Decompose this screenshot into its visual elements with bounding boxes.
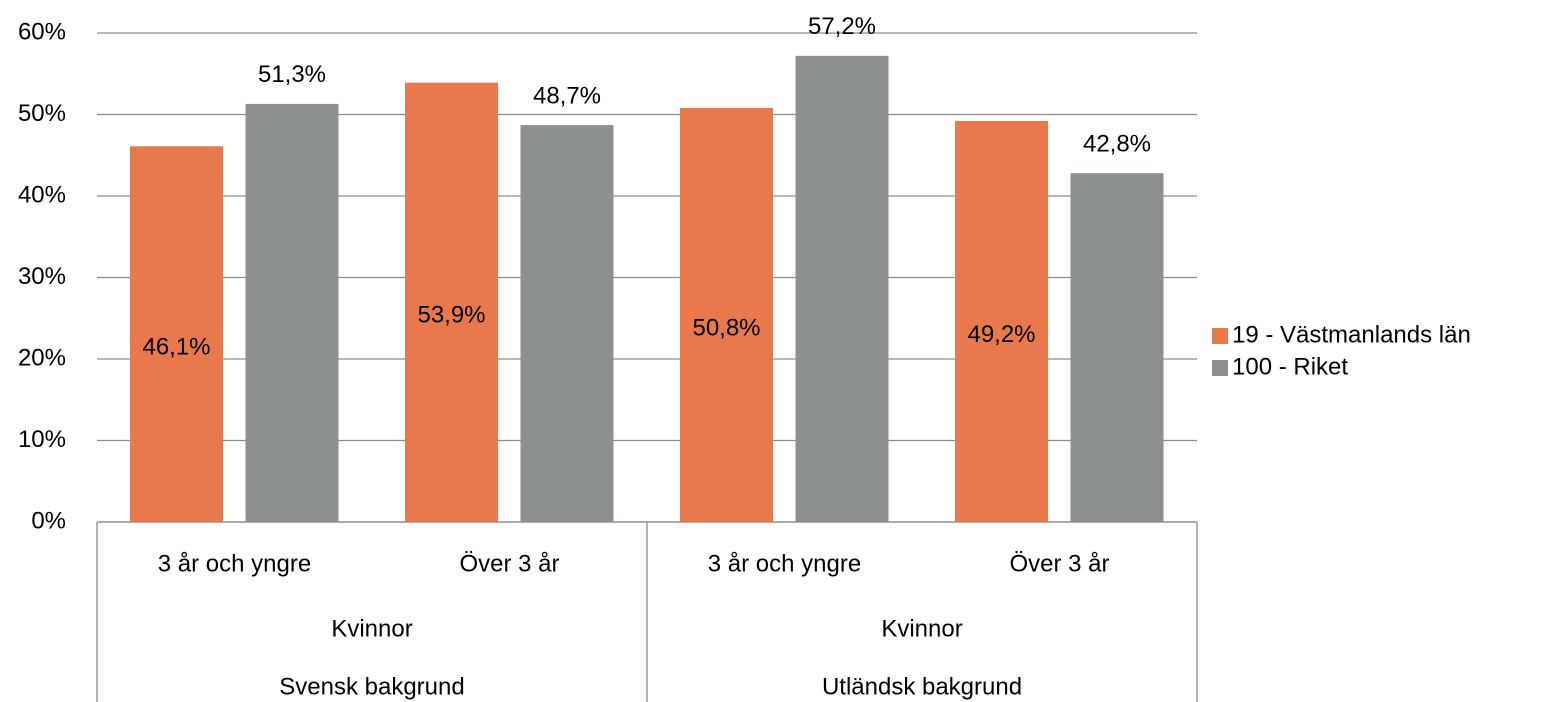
- y-tick-label: 40%: [18, 181, 66, 208]
- legend-swatch: [1212, 328, 1228, 344]
- y-tick-label: 60%: [18, 18, 66, 45]
- x-tick-label: 3 år och yngre: [158, 550, 311, 577]
- bar: [795, 55, 889, 522]
- bar: [130, 146, 223, 522]
- category-group-label: Utländsk bakgrund: [822, 673, 1022, 700]
- y-tick-label: 30%: [18, 263, 66, 290]
- bar: [680, 107, 773, 522]
- category-group-label: Kvinnor: [331, 615, 412, 642]
- y-tick-label: 50%: [18, 100, 66, 127]
- x-tick-label: 3 år och yngre: [708, 550, 861, 577]
- category-group-label: Kvinnor: [881, 615, 962, 642]
- bar: [955, 121, 1048, 523]
- legend-swatch: [1212, 360, 1228, 376]
- bar: [1070, 173, 1164, 522]
- bar: [520, 125, 614, 522]
- category-group-label: Svensk bakgrund: [279, 673, 464, 700]
- data-label: 57,2%: [808, 13, 876, 40]
- data-label: 51,3%: [258, 61, 326, 88]
- y-tick-label: 20%: [18, 344, 66, 371]
- data-label: 46,1%: [142, 333, 210, 360]
- legend-label: 100 - Riket: [1232, 353, 1348, 380]
- y-tick-label: 0%: [31, 507, 66, 534]
- y-tick-label: 10%: [18, 426, 66, 453]
- x-tick-label: Över 3 år: [459, 550, 559, 577]
- bar: [405, 82, 498, 522]
- data-label: 53,9%: [417, 302, 485, 329]
- data-label: 48,7%: [533, 82, 601, 109]
- x-tick-label: Över 3 år: [1009, 550, 1109, 577]
- data-label: 50,8%: [692, 314, 760, 341]
- data-label: 49,2%: [967, 321, 1035, 348]
- legend-label: 19 - Västmanlands län: [1232, 321, 1471, 348]
- bar: [245, 103, 339, 522]
- data-label: 42,8%: [1083, 131, 1151, 158]
